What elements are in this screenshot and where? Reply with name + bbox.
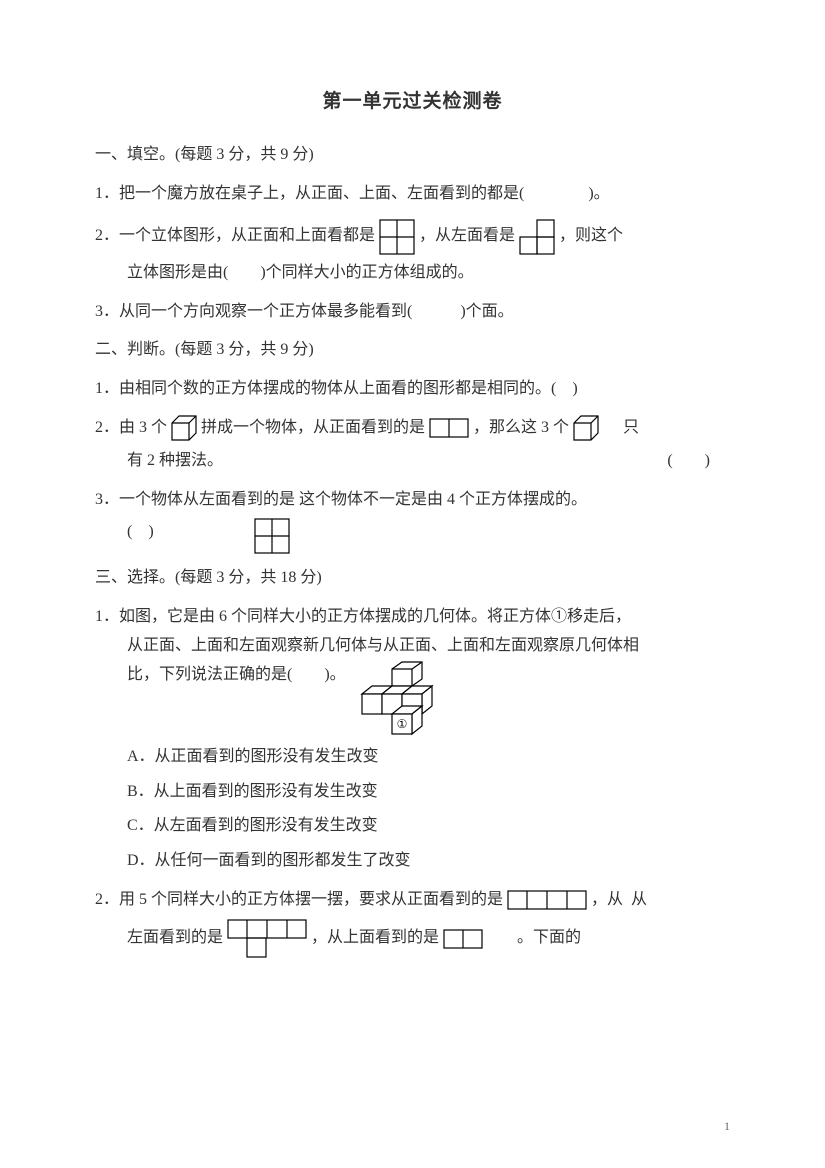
cube-icon <box>171 415 197 441</box>
row2-icon <box>429 418 469 438</box>
s3-q2-text-c: 左面看到的是 <box>127 924 223 953</box>
s2-q3: 3．一个物体从左面看到的是 这个物体不一定是由 4 个正方体摆成的。 ( ) <box>95 486 730 555</box>
s3-q1-optC: C．从左面看到的图形没有发生改变 <box>95 812 730 841</box>
cube-group-icon: ① <box>354 661 442 739</box>
s2-q2-text-e: 有 2 种摆法。 <box>127 447 223 476</box>
s2-q2-text-b: 拼成一个物体，从正面看到的是 <box>201 414 425 443</box>
s2-q2-text-a: 2．由 3 个 <box>95 414 167 443</box>
s2-q2: 2．由 3 个 拼成一个物体，从正面看到的是 ，那么这 3 个 <box>95 414 730 476</box>
s3-q1-optD: D．从任何一面看到的图形都发生了改变 <box>95 847 730 876</box>
s3-q1-line-c: 比，下列说法正确的是( )。 <box>127 661 346 690</box>
section2-header: 二、判断。(每题 3 分，共 9 分) <box>95 336 730 365</box>
section1-header: 一、填空。(每题 3 分，共 9 分) <box>95 141 730 170</box>
s3-q1-optB: B．从上面看到的图形没有发生改变 <box>95 778 730 807</box>
s1-q3: 3．从同一个方向观察一个正方体最多能看到( )个面。 <box>95 298 730 327</box>
s1-q2-text-a: 2．一个立体图形，从正面和上面看都是 <box>95 222 375 251</box>
grid-2x2-icon <box>254 518 290 554</box>
s1-q1: 1．把一个魔方放在桌子上，从正面、上面、左面看到的都是( )。 <box>95 180 730 209</box>
section3-header: 三、选择。(每题 3 分，共 18 分) <box>95 564 730 593</box>
row2-icon <box>443 929 483 949</box>
s3-q2-text-e: 。下面的 <box>517 924 581 953</box>
s3-q1: 1．如图，它是由 6 个同样大小的正方体摆成的几何体。将正方体①移走后， 从正面… <box>95 603 730 876</box>
s3-q1-line-b: 从正面、上面和左面观察新几何体与从正面、上面和左面观察原几何体相 <box>95 632 730 661</box>
s2-q3-paren: ( ) <box>127 518 154 547</box>
page-title: 第一单元过关检测卷 <box>95 85 730 119</box>
s2-q2-text-d: 只 <box>623 414 639 443</box>
s2-q2-text-c: ，那么这 3 个 <box>473 414 569 443</box>
s3-q2-text-b: ，从 <box>591 886 623 915</box>
svg-text:①: ① <box>396 717 407 731</box>
s1-q2: 2．一个立体图形，从正面和上面看都是 ，从左面看是 ，则这个 立体图形是由( )… <box>95 219 730 288</box>
t-shape-icon <box>227 919 307 959</box>
s3-q2-text-b2: 从 <box>631 886 647 915</box>
s3-q2: 2．用 5 个同样大小的正方体摆一摆，要求从正面看到的是 ，从 从 左面看到的是… <box>95 886 730 959</box>
s1-q2-text-b: ，从左面看是 <box>419 222 515 251</box>
l-shape-icon <box>519 219 555 255</box>
s1-q2-text-c: ，则这个 <box>559 222 623 251</box>
s2-q2-paren: ( ) <box>667 447 730 476</box>
s2-q3-text-b: 这个物体不一定是由 4 个正方体摆成的。 <box>299 486 587 515</box>
s2-q3-text-a: 3．一个物体从左面看到的是 <box>95 486 295 515</box>
page-number: 1 <box>724 1116 730 1138</box>
s3-q1-line-a: 1．如图，它是由 6 个同样大小的正方体摆成的几何体。将正方体①移走后， <box>95 603 730 632</box>
s3-q1-optA: A．从正面看到的图形没有发生改变 <box>95 743 730 772</box>
row4-icon <box>507 890 587 910</box>
s2-q1: 1．由相同个数的正方体摆成的物体从上面看的图形都是相同的。( ) <box>95 375 730 404</box>
grid-2x2-icon <box>379 219 415 255</box>
s3-q2-text-a: 2．用 5 个同样大小的正方体摆一摆，要求从正面看到的是 <box>95 886 503 915</box>
s3-q2-text-d: ，从上面看到的是 <box>311 924 439 953</box>
cube-icon <box>573 415 599 441</box>
s1-q2-text-d: 立体图形是由( )个同样大小的正方体组成的。 <box>95 259 730 288</box>
